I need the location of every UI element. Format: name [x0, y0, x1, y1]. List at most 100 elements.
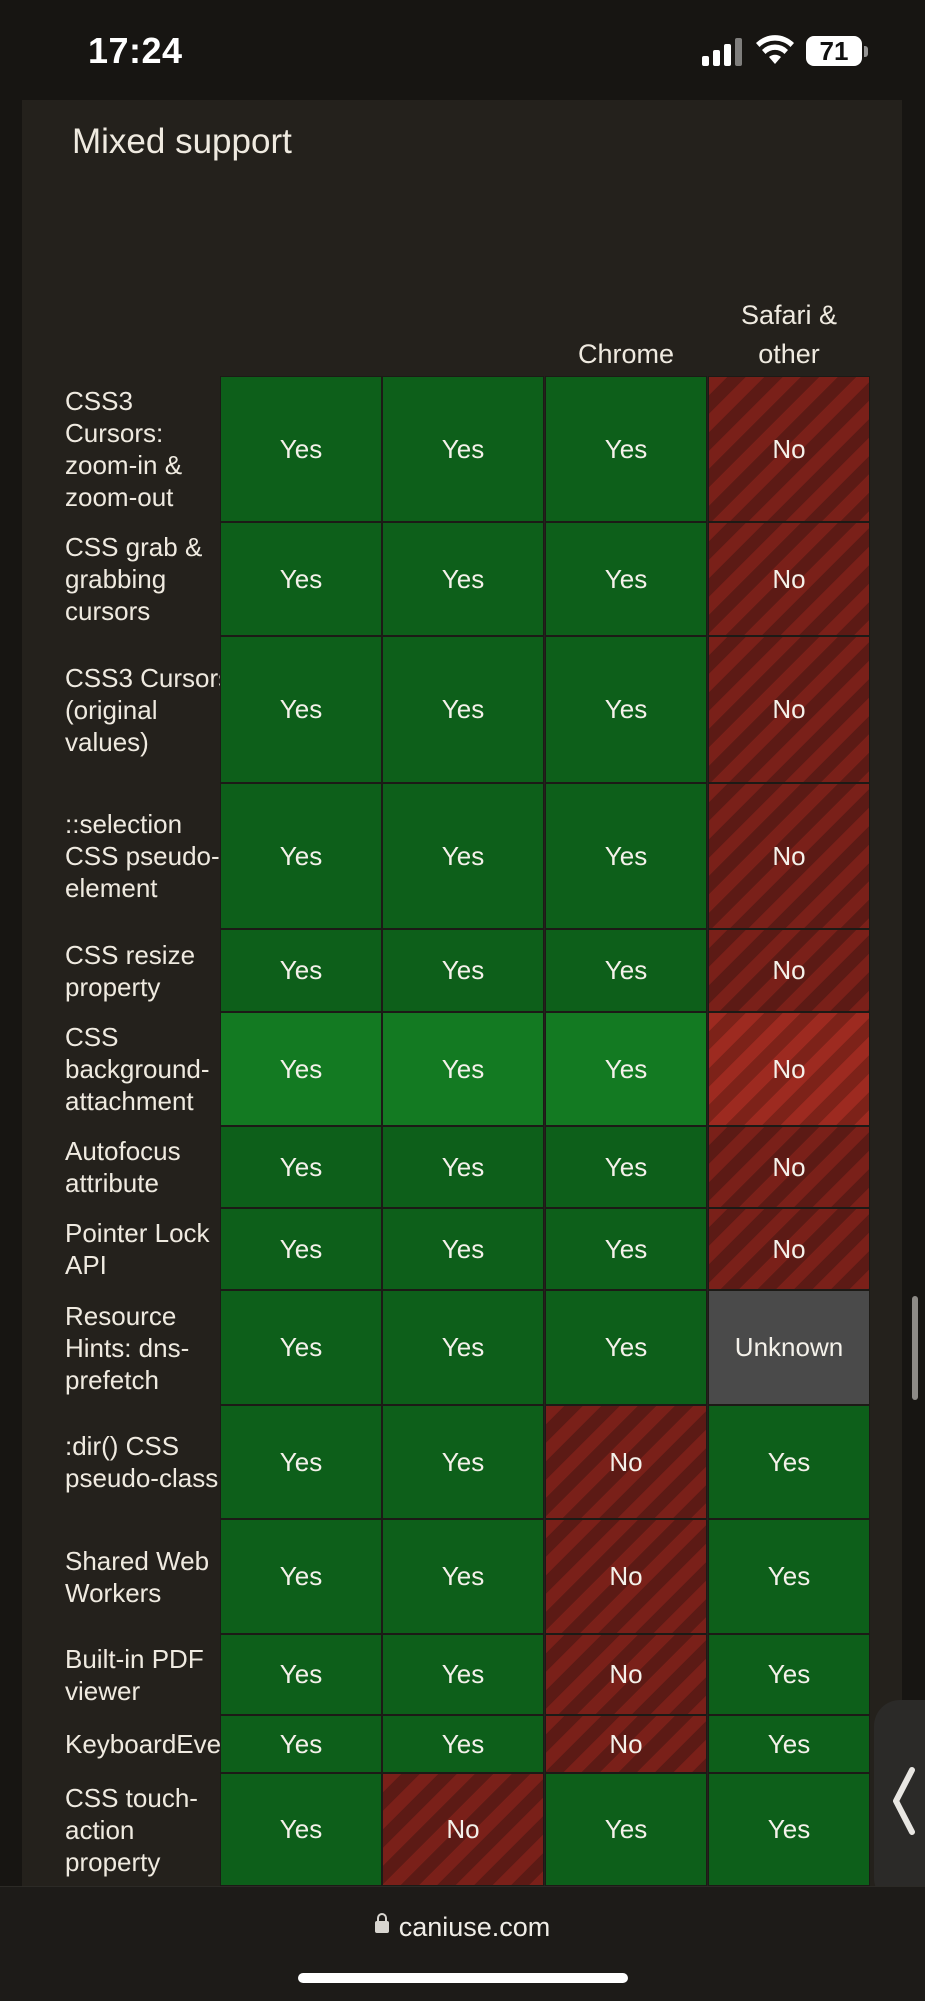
- feature-label-text: CSS3 Cursors: zoom-in & zoom-out: [65, 386, 183, 512]
- support-cell[interactable]: No: [708, 1126, 870, 1208]
- feature-label-text: Built-in PDF viewer: [65, 1643, 204, 1706]
- support-cell[interactable]: Yes: [545, 1208, 707, 1290]
- support-cell[interactable]: Yes: [382, 1126, 544, 1208]
- support-cell[interactable]: Yes: [220, 929, 382, 1012]
- support-cell[interactable]: No: [382, 1773, 544, 1886]
- support-cell[interactable]: Yes: [220, 1405, 382, 1519]
- chevron-left-icon[interactable]: [888, 1766, 918, 1836]
- support-cell[interactable]: Yes: [220, 522, 382, 636]
- feature-label-text: :dir() CSS pseudo-class: [65, 1431, 219, 1493]
- lock-icon: [374, 1912, 389, 1933]
- feature-label[interactable]: CSS background-attachment: [65, 1012, 240, 1126]
- support-cell[interactable]: Yes: [220, 376, 382, 522]
- feature-label[interactable]: Built-in PDF viewer: [65, 1634, 240, 1715]
- support-cell[interactable]: No: [708, 522, 870, 636]
- support-cell[interactable]: Yes: [382, 522, 544, 636]
- url-domain: caniuse.com: [398, 1912, 551, 1942]
- feature-label[interactable]: CSS resize property: [65, 929, 240, 1012]
- support-cell[interactable]: Yes: [382, 1012, 544, 1126]
- support-cell[interactable]: No: [708, 783, 870, 929]
- feature-label-text: CSS grab & grabbing cursors: [65, 532, 203, 626]
- support-cell[interactable]: Yes: [545, 783, 707, 929]
- support-cell[interactable]: Yes: [220, 1012, 382, 1126]
- feature-label[interactable]: Pointer Lock API: [65, 1208, 240, 1290]
- support-cell[interactable]: Yes: [708, 1715, 870, 1773]
- browser-header-line: Chrome: [577, 339, 675, 369]
- feature-label-text: CSS background-attachment: [65, 1022, 210, 1116]
- support-cell[interactable]: Yes: [220, 1634, 382, 1715]
- scrollbar[interactable]: [912, 1296, 918, 1400]
- support-cell[interactable]: Yes: [220, 1208, 382, 1290]
- feature-label[interactable]: KeyboardEve: [65, 1715, 240, 1773]
- support-cell[interactable]: Yes: [545, 1012, 707, 1126]
- support-cell[interactable]: No: [545, 1634, 707, 1715]
- support-cell[interactable]: Yes: [382, 1208, 544, 1290]
- feature-label-text: CSS3 Cursors (original values): [65, 662, 232, 757]
- support-cell[interactable]: Yes: [382, 1634, 544, 1715]
- support-cell[interactable]: No: [708, 636, 870, 783]
- feature-label-text: Resource Hints: dns-prefetch: [65, 1300, 190, 1395]
- support-panel: Mixed support Chrome122Safari 17.2Chrome…: [22, 100, 902, 1886]
- browser-header-line: other: [758, 339, 820, 369]
- wifi-icon: [756, 35, 794, 64]
- feature-label-text: CSS resize property: [65, 939, 196, 1002]
- feature-label[interactable]: ::selection CSS pseudo-element: [65, 783, 240, 929]
- support-cell[interactable]: Yes: [382, 636, 544, 783]
- browser-header-line: Safari &: [740, 300, 838, 330]
- support-cell[interactable]: Yes: [220, 1290, 382, 1405]
- feature-label-text: KeyboardEve: [65, 1729, 222, 1759]
- support-cell[interactable]: Yes: [382, 783, 544, 929]
- cellular-signal-icon: [702, 38, 746, 66]
- support-cell[interactable]: Yes: [382, 1290, 544, 1405]
- support-cell[interactable]: Yes: [545, 522, 707, 636]
- support-cell[interactable]: Yes: [382, 1405, 544, 1519]
- support-cell[interactable]: No: [708, 1012, 870, 1126]
- support-cell[interactable]: Yes: [382, 1519, 544, 1634]
- feature-label[interactable]: Shared Web Workers: [65, 1519, 240, 1634]
- support-cell[interactable]: Yes: [220, 783, 382, 929]
- feature-label[interactable]: CSS3 Cursors (original values): [65, 636, 240, 783]
- support-cell[interactable]: Yes: [220, 1126, 382, 1208]
- feature-label[interactable]: CSS touch-action property: [65, 1773, 240, 1886]
- support-cell[interactable]: No: [708, 376, 870, 522]
- support-cell[interactable]: Yes: [545, 636, 707, 783]
- url-display[interactable]: caniuse.com: [0, 1912, 925, 1943]
- support-cell[interactable]: Yes: [220, 1715, 382, 1773]
- support-cell[interactable]: Yes: [545, 1773, 707, 1886]
- battery-icon: 71: [806, 36, 862, 66]
- section-title: Mixed support: [72, 122, 292, 161]
- home-indicator: [298, 1973, 628, 1983]
- support-cell[interactable]: No: [708, 929, 870, 1012]
- feature-label-text: Autofocus attribute: [65, 1136, 181, 1198]
- feature-label-text: Pointer Lock API: [65, 1218, 210, 1280]
- status-bar: 17:24 71: [0, 0, 925, 100]
- support-cell[interactable]: No: [545, 1519, 707, 1634]
- support-cell[interactable]: Yes: [382, 1715, 544, 1773]
- support-cell[interactable]: No: [545, 1405, 707, 1519]
- support-cell[interactable]: Yes: [382, 376, 544, 522]
- feature-label[interactable]: CSS3 Cursors: zoom-in & zoom-out: [65, 376, 240, 522]
- support-cell[interactable]: Yes: [708, 1405, 870, 1519]
- support-cell[interactable]: Yes: [545, 1290, 707, 1405]
- status-time: 17:24: [88, 30, 183, 71]
- feature-label-text: Shared Web Workers: [65, 1545, 210, 1608]
- support-cell[interactable]: Yes: [545, 1126, 707, 1208]
- feature-label[interactable]: Resource Hints: dns-prefetch: [65, 1290, 240, 1405]
- support-cell[interactable]: No: [708, 1208, 870, 1290]
- feature-label[interactable]: :dir() CSS pseudo-class: [65, 1405, 240, 1519]
- support-cell[interactable]: Unknown: [708, 1290, 870, 1405]
- support-cell[interactable]: Yes: [708, 1519, 870, 1634]
- support-cell[interactable]: No: [545, 1715, 707, 1773]
- feature-label[interactable]: CSS grab & grabbing cursors: [65, 522, 240, 636]
- support-cell[interactable]: Yes: [708, 1634, 870, 1715]
- address-bar[interactable]: [0, 1886, 925, 2001]
- battery-tip: [864, 46, 868, 57]
- support-cell[interactable]: Yes: [708, 1773, 870, 1886]
- support-cell[interactable]: Yes: [220, 636, 382, 783]
- support-cell[interactable]: Yes: [545, 929, 707, 1012]
- feature-label[interactable]: Autofocus attribute: [65, 1126, 240, 1208]
- support-cell[interactable]: Yes: [382, 929, 544, 1012]
- support-cell[interactable]: Yes: [220, 1773, 382, 1886]
- support-cell[interactable]: Yes: [545, 376, 707, 522]
- support-cell[interactable]: Yes: [220, 1519, 382, 1634]
